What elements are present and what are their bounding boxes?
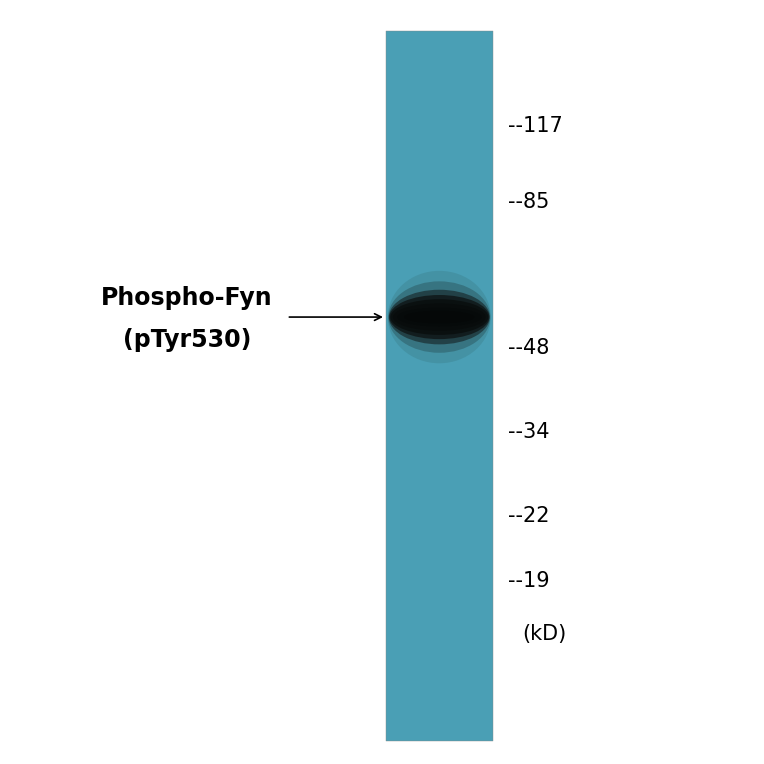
Text: --22: --22 bbox=[508, 506, 549, 526]
Ellipse shape bbox=[390, 299, 488, 335]
Text: --19: --19 bbox=[508, 571, 549, 591]
Text: (kD): (kD) bbox=[522, 624, 566, 644]
Ellipse shape bbox=[397, 308, 481, 326]
Text: --34: --34 bbox=[508, 422, 549, 442]
Ellipse shape bbox=[389, 290, 490, 345]
Ellipse shape bbox=[390, 295, 489, 339]
Ellipse shape bbox=[388, 281, 490, 353]
Ellipse shape bbox=[387, 271, 490, 363]
Ellipse shape bbox=[393, 303, 486, 331]
Text: --117: --117 bbox=[508, 116, 563, 136]
Text: (pTyr530): (pTyr530) bbox=[123, 328, 251, 352]
Ellipse shape bbox=[404, 311, 474, 323]
Text: --85: --85 bbox=[508, 193, 549, 212]
Text: Phospho-Fyn: Phospho-Fyn bbox=[102, 286, 273, 310]
Bar bbox=[386, 31, 493, 741]
Text: --48: --48 bbox=[508, 338, 549, 358]
